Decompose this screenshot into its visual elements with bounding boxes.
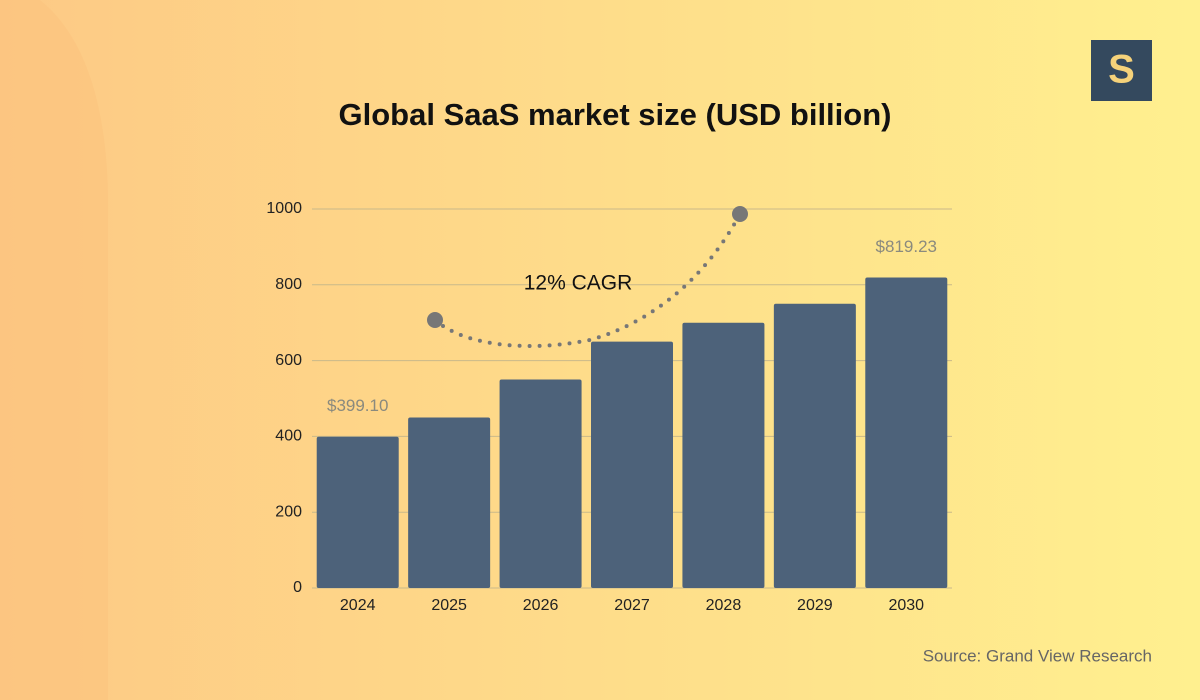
x-tick-label: 2029 — [797, 597, 833, 614]
bar — [865, 277, 948, 588]
x-tick-label: 2028 — [706, 597, 742, 614]
source: Source: Grand View Research — [923, 646, 1152, 665]
y-tick-label: 200 — [275, 503, 302, 520]
bar — [682, 322, 765, 588]
x-tick-label: 2027 — [614, 597, 650, 614]
y-tick-label: 800 — [275, 276, 302, 293]
value-label: $819.23 — [876, 237, 937, 256]
logo-box — [1091, 40, 1152, 101]
bar — [499, 379, 582, 588]
y-tick-label: 1000 — [266, 200, 302, 217]
bar — [408, 417, 491, 588]
x-tick-label: 2030 — [888, 597, 924, 614]
cagr-curve — [433, 212, 742, 348]
y-tick-label: 600 — [275, 352, 302, 369]
bar — [773, 303, 856, 588]
cagr-dot — [427, 312, 443, 328]
value-label: $399.10 — [327, 396, 388, 415]
chart-title: Global SaaS market size (USD billion) — [339, 97, 892, 132]
x-tick-label: 2024 — [340, 597, 376, 614]
annotation: 12% CAGR — [524, 272, 633, 295]
y-tick-label: 400 — [275, 428, 302, 445]
logo: S — [1108, 48, 1135, 92]
x-tick-label: 2025 — [431, 597, 467, 614]
y-tick-label: 0 — [293, 579, 302, 596]
bar — [316, 436, 399, 588]
x-tick-label: 2026 — [523, 597, 559, 614]
background-shape — [0, 0, 109, 700]
bar — [591, 341, 673, 588]
cagr-dot — [732, 206, 748, 222]
plot: 0 200 400 600 800 1000 2024 $399.10 2025 2026 2027… — [266, 200, 952, 614]
